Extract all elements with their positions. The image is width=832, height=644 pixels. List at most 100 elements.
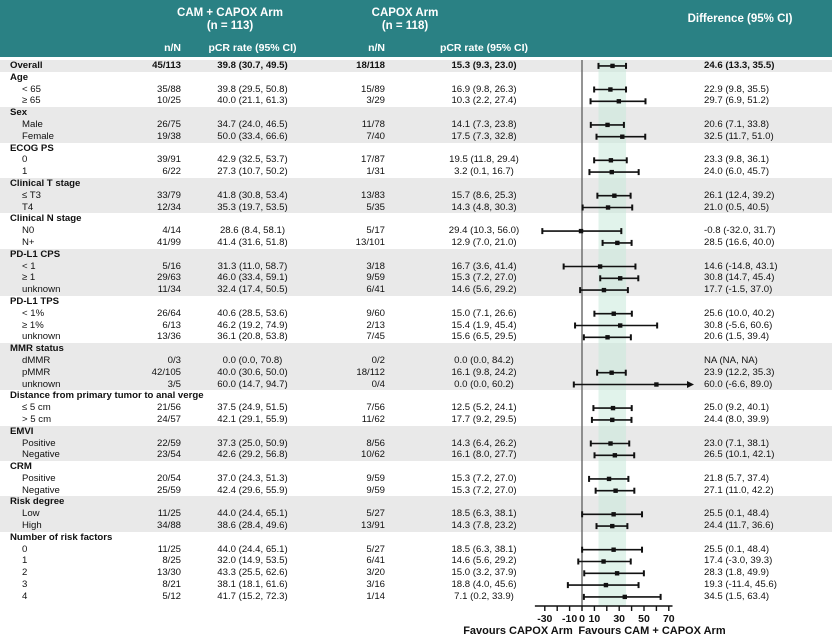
cam-n-over-N: 42/105: [151, 366, 181, 378]
difference-value: 24.6 (13.3, 35.5): [704, 60, 775, 71]
subgroup-data-row: Negative 23/54 42.6 (29.2, 56.8) 10/62 16.1 …: [0, 449, 832, 462]
capox-n-over-N: 5/17: [366, 225, 385, 237]
cam-n-over-N: 6/22: [162, 166, 181, 178]
row-label: unknown: [22, 378, 61, 390]
cam-pcr-rate: 60.0 (14.7, 94.7): [217, 378, 288, 390]
difference-value: NA (NA, NA): [704, 354, 758, 366]
difference-value: 25.5 (0.1, 48.4): [704, 508, 770, 520]
subgroup-data-row: unknown 11/34 32.4 (17.4, 50.5) 6/41 14.6 (5…: [0, 284, 832, 296]
cam-n-over-N: 25/59: [156, 484, 181, 496]
capox-n-over-N: 13/101: [355, 236, 385, 248]
cam-n-over-N: 33/79: [156, 189, 181, 201]
row-label: Age: [10, 71, 29, 83]
difference-value: 28.3 (1.8, 49.9): [704, 567, 770, 579]
capox-n-over-N: 9/59: [366, 484, 385, 496]
subgroup-data-row: 3 8/21 38.1 (18.1, 61.6) 3/16 18.8 (4.0, 45.…: [0, 579, 832, 591]
capox-n-over-N: 9/59: [366, 472, 385, 484]
cam-n-over-N: 23/54: [156, 449, 181, 461]
cam-pcr-rate: 40.0 (30.6, 50.0): [217, 366, 288, 378]
capox-n-over-N: 3/18: [366, 260, 385, 272]
row-label: unknown: [22, 284, 61, 296]
cam-pcr-rate: 39.8 (30.7, 49.5): [217, 60, 288, 71]
difference-value: 60.0 (-6.6, 89.0): [704, 378, 773, 390]
cam-n-over-N: 0/3: [167, 354, 181, 366]
subgroup-data-row: Negative 25/59 42.4 (29.6, 55.9) 9/59 15.3 (…: [0, 485, 832, 497]
capox-pcr-rate: 14.3 (6.4, 26.2): [451, 437, 517, 449]
x-axis-tick-label: -10: [562, 613, 577, 625]
row-label: < 1: [22, 260, 36, 272]
cam-n-over-N: 20/54: [156, 472, 181, 484]
arm2-header: CAPOX Arm (n = 118): [305, 7, 505, 33]
cam-pcr-rate: 42.4 (29.6, 55.9): [217, 484, 288, 496]
cam-n-over-N: 19/38: [156, 130, 181, 142]
capox-pcr-rate: 15.0 (3.2, 37.9): [451, 567, 517, 579]
cam-pcr-rate: 46.2 (19.2, 74.9): [217, 319, 288, 331]
row-label: Positive: [22, 472, 56, 484]
x-axis-tick-label: 70: [663, 613, 675, 625]
row-label: pMMR: [22, 366, 51, 378]
subgroup-data-row: unknown 3/5 60.0 (14.7, 94.7) 0/4 0.0 (0.0, …: [0, 378, 832, 391]
subgroup-data-row: Positive 22/59 37.3 (25.0, 50.9) 8/56 14.3 (…: [0, 437, 832, 450]
capox-n-over-N: 2/13: [366, 319, 385, 331]
cam-n-over-N: 22/59: [156, 437, 181, 449]
capox-pcr-rate: 15.3 (7.2, 27.0): [451, 272, 517, 284]
cam-pcr-rate: 42.6 (29.2, 56.8): [217, 449, 288, 461]
row-label: MMR status: [10, 343, 64, 355]
row-label: ECOG PS: [10, 142, 54, 154]
cam-pcr-rate: 39.8 (29.5, 50.8): [217, 83, 288, 95]
capox-n-over-N: 9/59: [366, 272, 385, 284]
subgroup-data-row: < 1 5/16 31.3 (11.0, 58.7) 3/18 16.7 (3.6, 4…: [0, 260, 832, 273]
row-label: Positive: [22, 437, 56, 449]
capox-pcr-rate: 14.3 (7.8, 23.2): [451, 520, 517, 532]
difference-value: 32.5 (11.7, 51.0): [704, 130, 774, 142]
subgroup-data-row: 2 13/30 43.3 (25.5, 62.6) 3/20 15.0 (3.2, 37…: [0, 567, 832, 579]
capox-n-over-N: 11/78: [361, 118, 385, 130]
capox-pcr-rate: 0.0 (0.0, 60.2): [454, 378, 514, 390]
cam-n-over-N: 4/14: [162, 225, 181, 237]
arm1-header: CAM + CAPOX Arm (n = 113): [130, 7, 330, 33]
difference-value: 21.8 (5.7, 37.4): [704, 472, 770, 484]
cam-n-over-N: 29/63: [156, 272, 181, 284]
subgroup-data-row: ≤ T3 33/79 41.8 (30.8, 53.4) 13/83 15.7 (8.6…: [0, 189, 832, 202]
subgroup-table-body: Overall 45/113 39.8 (30.7, 49.5) 18/118 15.3…: [0, 60, 832, 603]
subgroup-data-row: Male 26/75 34.7 (24.0, 46.5) 11/78 14.1 (7.3…: [0, 118, 832, 131]
arm1-n: (n = 113): [206, 20, 254, 32]
capox-n-over-N: 9/60: [366, 307, 385, 319]
capox-n-over-N: 18/118: [356, 60, 385, 71]
subgroup-data-row: unknown 13/36 36.1 (20.8, 53.8) 7/45 15.6 (6…: [0, 331, 832, 343]
row-label: > 5 cm: [22, 413, 52, 425]
subgroup-header-row: Distance from primary tumor to anal verg…: [0, 390, 832, 402]
cam-pcr-rate: 38.1 (18.1, 61.6): [217, 579, 288, 591]
capox-n-over-N: 11/62: [361, 413, 385, 425]
capox-n-over-N: 6/41: [366, 555, 385, 567]
capox-n-over-N: 15/89: [360, 83, 385, 95]
cam-n-over-N: 39/91: [156, 154, 181, 166]
row-label: T4: [22, 201, 34, 213]
difference-value: 28.5 (16.6, 40.0): [704, 236, 775, 248]
capox-pcr-rate: 15.7 (8.6, 25.3): [451, 189, 517, 201]
subgroup-data-row: ≥ 65 10/25 40.0 (21.1, 61.3) 3/29 10.3 (2.2,…: [0, 95, 832, 107]
cam-pcr-rate: 41.8 (30.8, 53.4): [217, 189, 288, 201]
row-label: 2: [22, 567, 28, 579]
cam-pcr-rate: 34.7 (24.0, 46.5): [217, 118, 288, 130]
capox-n-over-N: 13/83: [360, 189, 385, 201]
col-pcr-arm1: pCR rate (95% CI): [208, 42, 297, 54]
capox-n-over-N: 6/41: [366, 284, 385, 296]
difference-value: 30.8 (14.7, 45.4): [704, 272, 775, 284]
capox-pcr-rate: 14.6 (5.6, 29.2): [451, 284, 517, 296]
cam-pcr-rate: 37.5 (24.9, 51.5): [217, 402, 288, 414]
difference-value: -0.8 (-32.0, 31.7): [704, 225, 776, 237]
cam-n-over-N: 45/113: [152, 60, 181, 71]
difference-value: 17.7 (-1.5, 37.0): [704, 284, 773, 296]
row-label: Number of risk factors: [10, 531, 113, 543]
capox-pcr-rate: 29.4 (10.3, 56.0): [448, 225, 520, 237]
subgroup-data-row: Positive 20/54 37.0 (24.3, 51.3) 9/59 15.3 (…: [0, 473, 832, 485]
favours-left-label: Favours CAPOX Arm: [463, 625, 573, 637]
capox-pcr-rate: 17.5 (7.3, 32.8): [451, 130, 517, 142]
cam-pcr-rate: 38.6 (28.4, 49.6): [217, 520, 288, 532]
row-label: Distance from primary tumor to anal verg…: [10, 390, 204, 402]
capox-pcr-rate: 17.7 (9.2, 29.5): [451, 413, 517, 425]
difference-value: 17.4 (-3.0, 39.3): [704, 555, 773, 567]
capox-pcr-rate: 16.9 (9.8, 26.3): [451, 83, 517, 95]
arm2-n: (n = 118): [381, 20, 429, 32]
